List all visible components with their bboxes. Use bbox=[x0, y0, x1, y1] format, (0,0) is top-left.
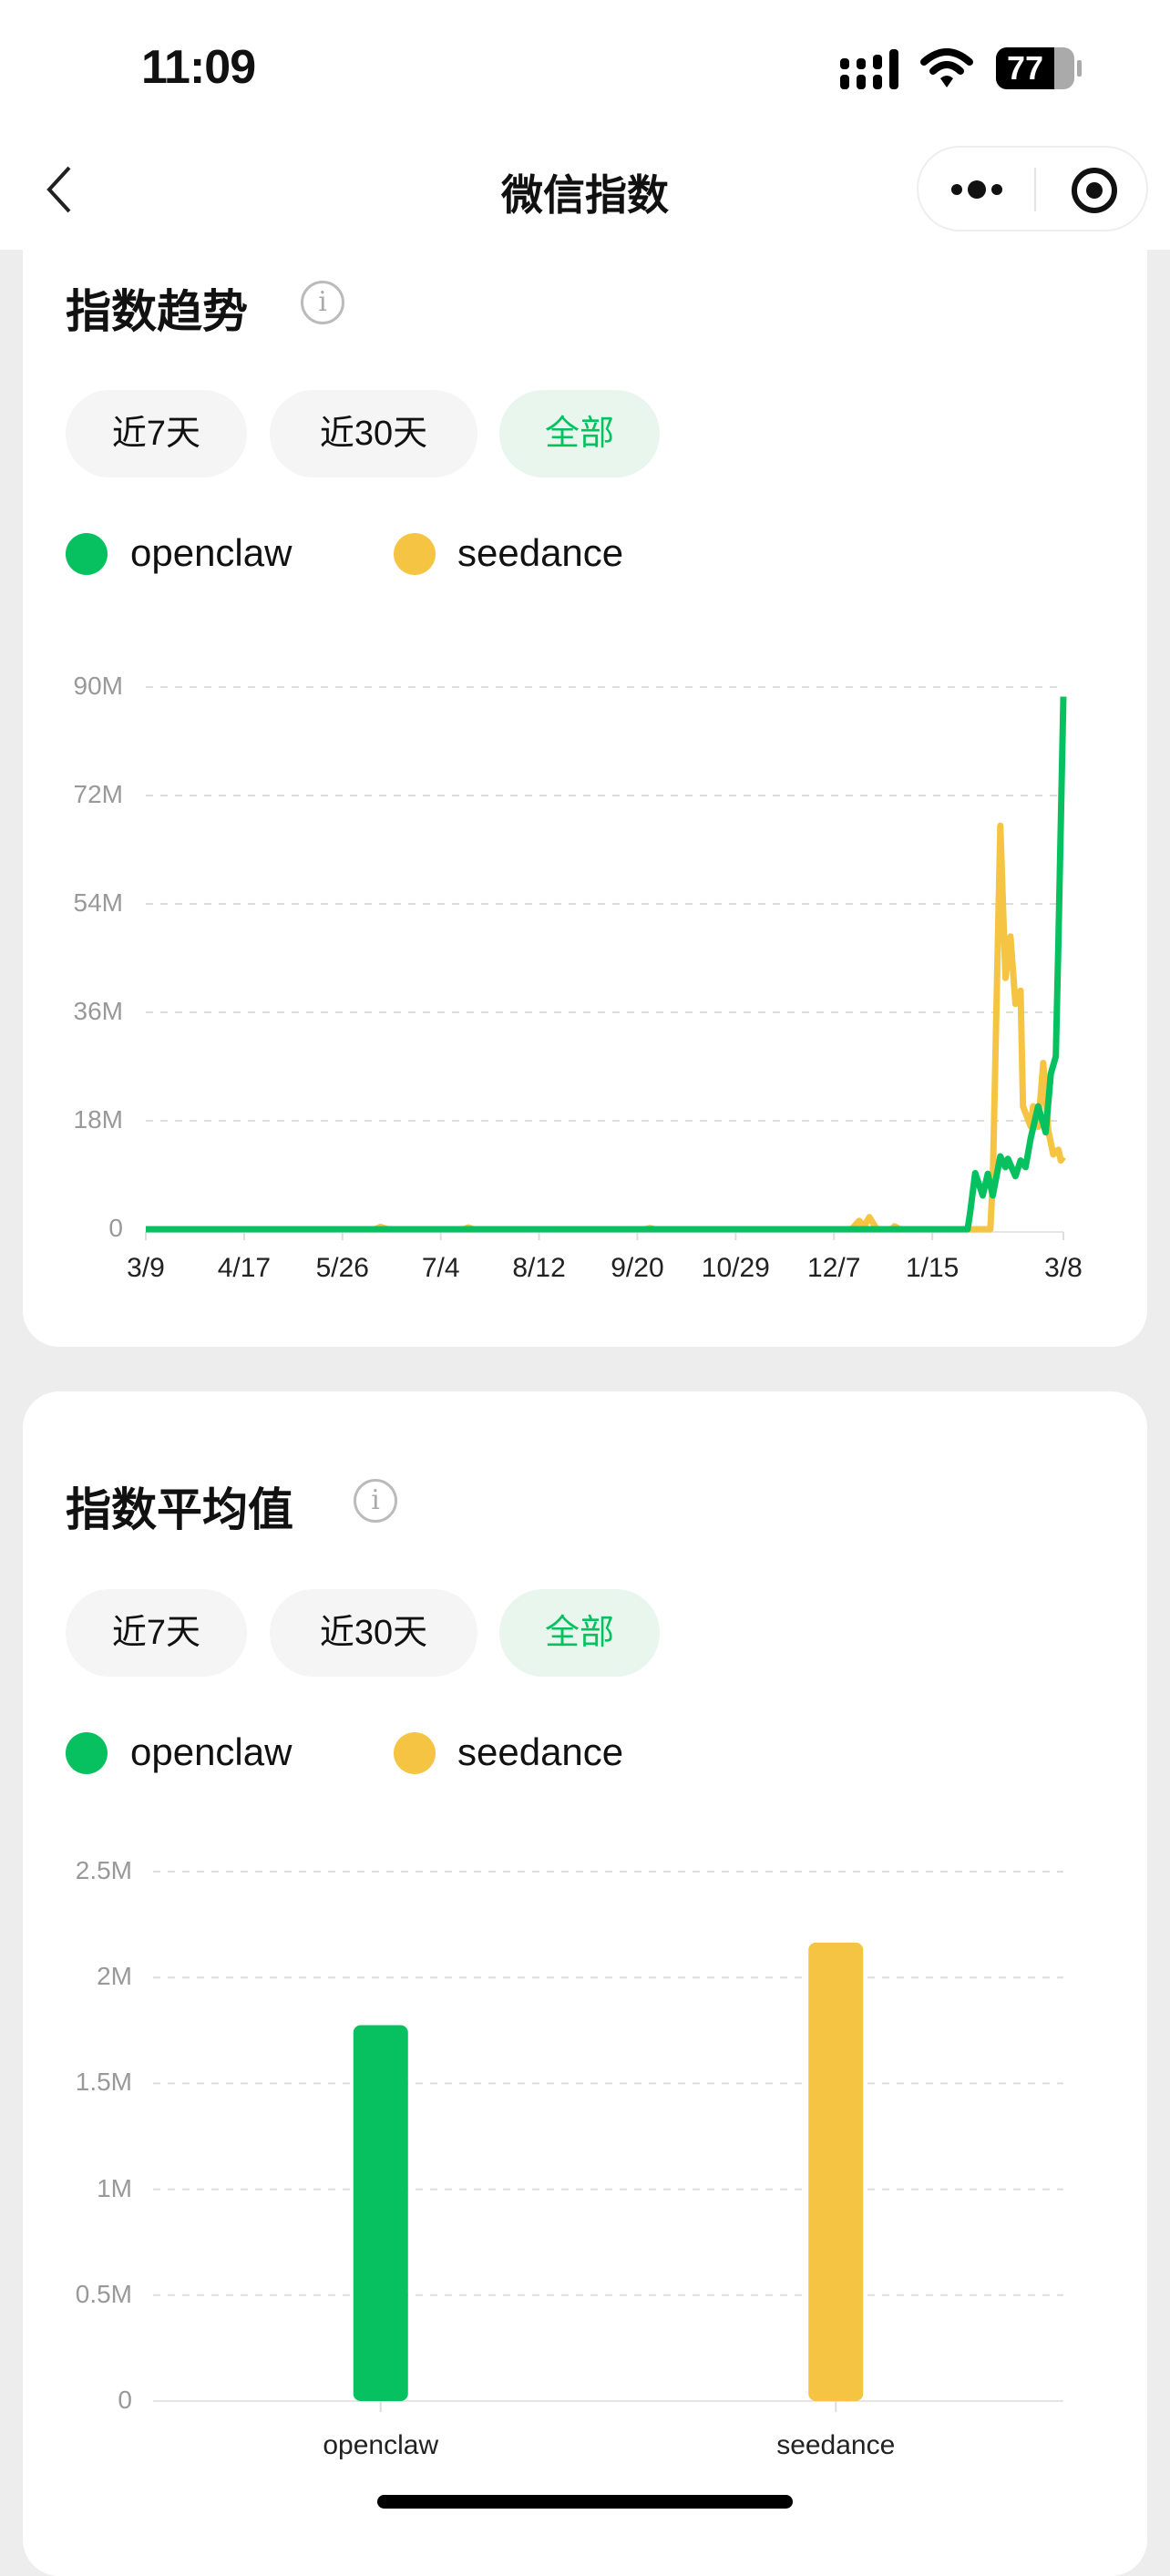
bar-openclaw[interactable] bbox=[353, 2025, 408, 2401]
legend-seedance[interactable]: seedance bbox=[457, 1730, 624, 1773]
average-title: 指数平均值 bbox=[66, 1484, 293, 1535]
tab-30-days[interactable]: 近30天 bbox=[270, 1589, 477, 1677]
y-tick-label: 36M bbox=[73, 997, 123, 1025]
legend-openclaw[interactable]: openclaw bbox=[130, 1730, 292, 1773]
x-tick-label: 5/26 bbox=[315, 1253, 369, 1283]
more-dots-icon[interactable] bbox=[949, 177, 1004, 202]
trend-line-chart bbox=[145, 686, 1067, 1240]
chevron-left-icon[interactable] bbox=[42, 164, 78, 215]
tab-all[interactable]: 全部 bbox=[499, 390, 660, 477]
x-tick-label: 9/20 bbox=[611, 1253, 664, 1283]
legend-seedance[interactable]: seedance bbox=[457, 531, 624, 574]
top-bar: 11:09 77 微信指数 bbox=[0, 0, 1170, 250]
page-title: 微信指数 bbox=[501, 171, 669, 219]
x-tick-label: 8/12 bbox=[512, 1253, 566, 1283]
info-icon[interactable]: i bbox=[301, 281, 344, 324]
tab-7-days[interactable]: 近7天 bbox=[66, 1589, 247, 1677]
legend-dot-openclaw bbox=[66, 1732, 108, 1774]
y-tick-label: 2M bbox=[97, 1962, 132, 1991]
battery-level: 77 bbox=[996, 47, 1054, 89]
mini-program-capsule bbox=[917, 146, 1148, 231]
y-tick-label: 0 bbox=[118, 2386, 132, 2414]
wifi-icon bbox=[920, 48, 973, 87]
capsule-divider bbox=[1034, 168, 1036, 211]
status-time: 11:09 bbox=[141, 41, 256, 94]
y-tick-label: 1.5M bbox=[75, 2068, 132, 2097]
series-line-openclaw bbox=[146, 696, 1067, 1233]
x-tick-label: seedance bbox=[776, 2430, 896, 2460]
x-tick-label: 3/8 bbox=[1044, 1253, 1083, 1283]
y-tick-label: 0.5M bbox=[75, 2279, 132, 2308]
tab-all[interactable]: 全部 bbox=[499, 1589, 660, 1677]
bar-seedance[interactable] bbox=[808, 1942, 864, 2401]
signal-icon bbox=[840, 49, 898, 89]
home-indicator bbox=[377, 2495, 793, 2509]
y-tick-label: 0 bbox=[108, 1214, 123, 1242]
x-tick-label: 4/17 bbox=[217, 1253, 272, 1283]
tab-30-days[interactable]: 近30天 bbox=[270, 390, 477, 477]
x-tick-label: 10/29 bbox=[701, 1253, 770, 1283]
average-card: 指数平均值 i 近7天 近30天 全部 openclaw seedance bbox=[23, 1391, 1147, 2576]
info-icon[interactable]: i bbox=[354, 1479, 397, 1523]
trend-title: 指数趋势 bbox=[66, 286, 248, 337]
x-tick-label: 7/4 bbox=[421, 1253, 460, 1283]
x-tick-label: openclaw bbox=[323, 2430, 439, 2460]
legend-dot-openclaw bbox=[66, 533, 108, 575]
x-tick-label: 3/9 bbox=[127, 1253, 165, 1283]
tab-7-days[interactable]: 近7天 bbox=[66, 390, 247, 477]
y-tick-label: 54M bbox=[73, 888, 123, 917]
battery-cap bbox=[1077, 60, 1082, 77]
x-tick-label: 1/15 bbox=[905, 1253, 960, 1283]
y-tick-label: 1M bbox=[97, 2173, 132, 2202]
legend-dot-seedance bbox=[394, 1732, 436, 1774]
battery-icon: 77 bbox=[996, 47, 1074, 89]
y-tick-label: 2.5M bbox=[75, 1856, 132, 1884]
y-tick-label: 90M bbox=[73, 672, 123, 700]
legend-openclaw[interactable]: openclaw bbox=[130, 531, 292, 574]
legend-dot-seedance bbox=[394, 533, 436, 575]
x-tick-label: 12/7 bbox=[807, 1253, 861, 1283]
target-circle-icon[interactable] bbox=[1070, 166, 1119, 215]
y-tick-label: 18M bbox=[73, 1105, 123, 1134]
trend-card: 指数趋势 i 近7天 近30天 全部 openclaw seedance bbox=[23, 210, 1147, 1347]
y-tick-label: 72M bbox=[73, 780, 123, 808]
